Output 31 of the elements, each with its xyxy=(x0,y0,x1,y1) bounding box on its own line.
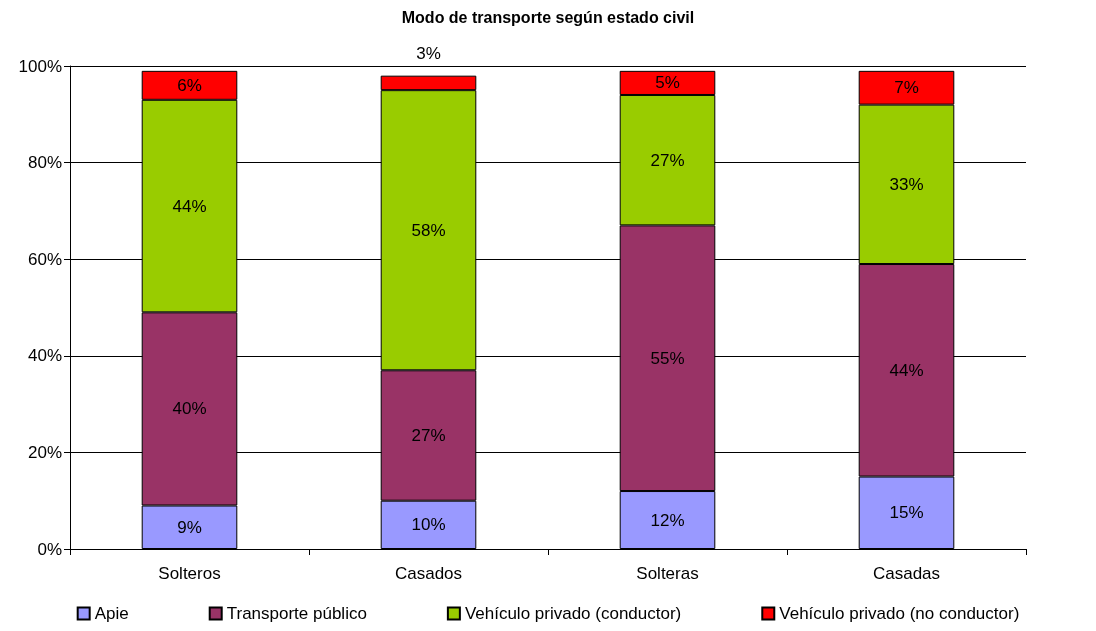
data-label: 44% xyxy=(889,360,924,380)
data-label: 12% xyxy=(650,510,685,530)
legend-label: Vehículo privado (no conductor) xyxy=(779,604,1020,623)
data-label: 5% xyxy=(655,73,680,93)
legend-label: Transporte público xyxy=(226,604,367,623)
chart-title: Modo de transporte según estado civil xyxy=(401,8,695,26)
data-label: 27% xyxy=(411,425,446,445)
data-label: 15% xyxy=(889,503,924,523)
y-tick-label: 60% xyxy=(27,249,62,269)
x-tick-label: Solteros xyxy=(158,564,221,583)
data-label: 58% xyxy=(411,220,446,240)
data-label: 55% xyxy=(650,348,685,368)
data-label: 40% xyxy=(172,399,207,419)
x-tick-label: Casadas xyxy=(872,564,941,583)
data-label: 7% xyxy=(894,78,919,98)
data-label: 9% xyxy=(177,517,202,537)
legend-label: Apie xyxy=(94,604,129,623)
y-tick-label: 80% xyxy=(27,153,62,173)
data-label: 27% xyxy=(650,150,685,170)
y-tick-label: 100% xyxy=(18,56,62,76)
data-label: 3% xyxy=(416,43,441,63)
data-label: 6% xyxy=(177,75,202,95)
data-label: 10% xyxy=(411,515,446,535)
y-tick-label: 0% xyxy=(37,539,62,559)
data-label: 44% xyxy=(172,196,207,216)
data-label: 33% xyxy=(889,174,924,194)
y-tick-label: 20% xyxy=(27,442,62,462)
y-tick-label: 40% xyxy=(27,346,62,366)
legend-label: Vehículo privado (conductor) xyxy=(464,604,682,623)
x-tick-label: Solteras xyxy=(636,564,699,583)
x-tick-label: Casados xyxy=(394,564,463,583)
